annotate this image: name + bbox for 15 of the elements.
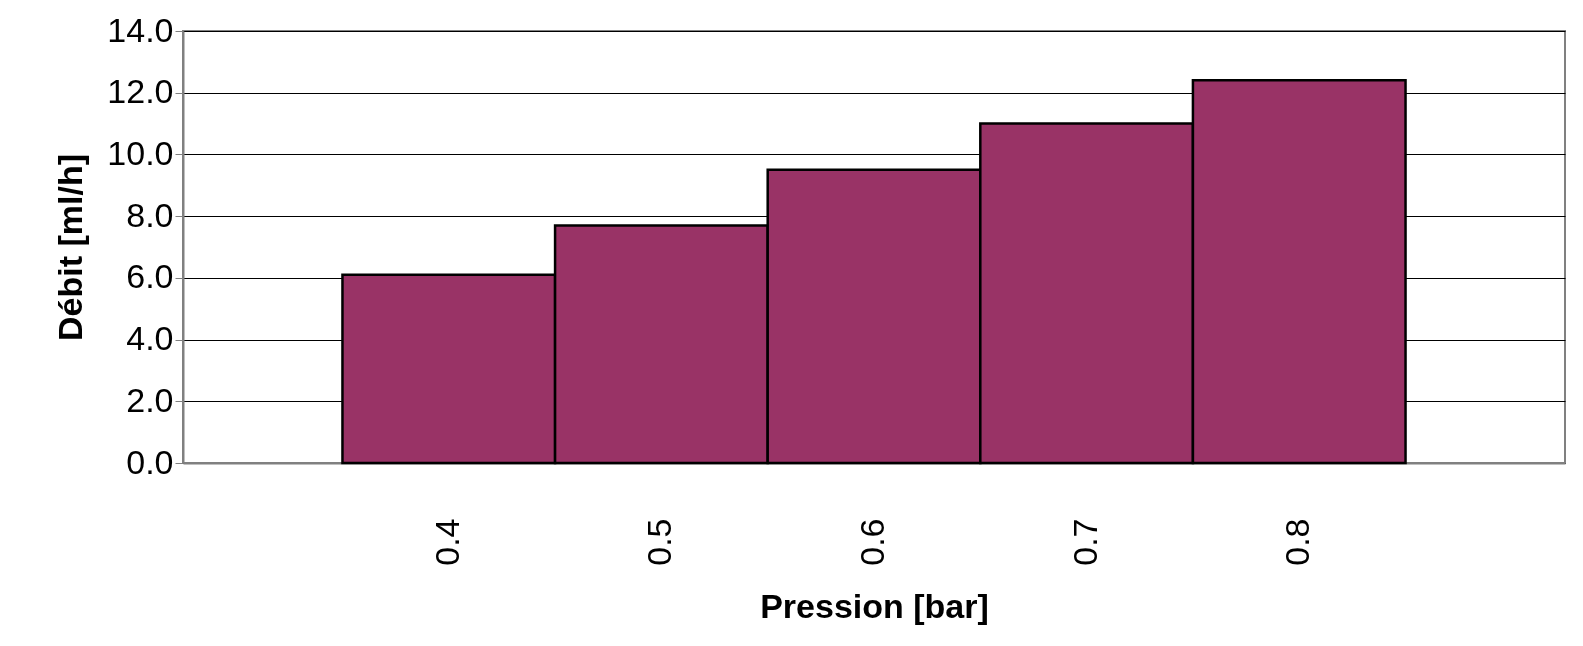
x-tick-label: 0.5	[640, 518, 679, 566]
x-axis-title: Pression [bar]	[760, 586, 989, 625]
x-tick-label: 0.8	[1278, 518, 1317, 566]
y-tick-label: 14.0	[107, 10, 174, 49]
x-tick-label: 0.7	[1065, 518, 1104, 566]
y-tick-label: 12.0	[107, 72, 174, 111]
y-tick-label: 4.0	[126, 319, 174, 358]
x-tick-label: 0.6	[853, 518, 891, 566]
y-tick-label: 2.0	[126, 380, 174, 419]
y-axis-title: Débit [ml/h]	[51, 154, 90, 341]
y-tick-label: 10.0	[107, 133, 174, 172]
y-tick-label: 6.0	[126, 257, 174, 296]
y-tick-label: 0.0	[126, 442, 174, 481]
x-tick-label: 0.4	[427, 518, 466, 566]
y-tick-label: 8.0	[126, 195, 174, 234]
